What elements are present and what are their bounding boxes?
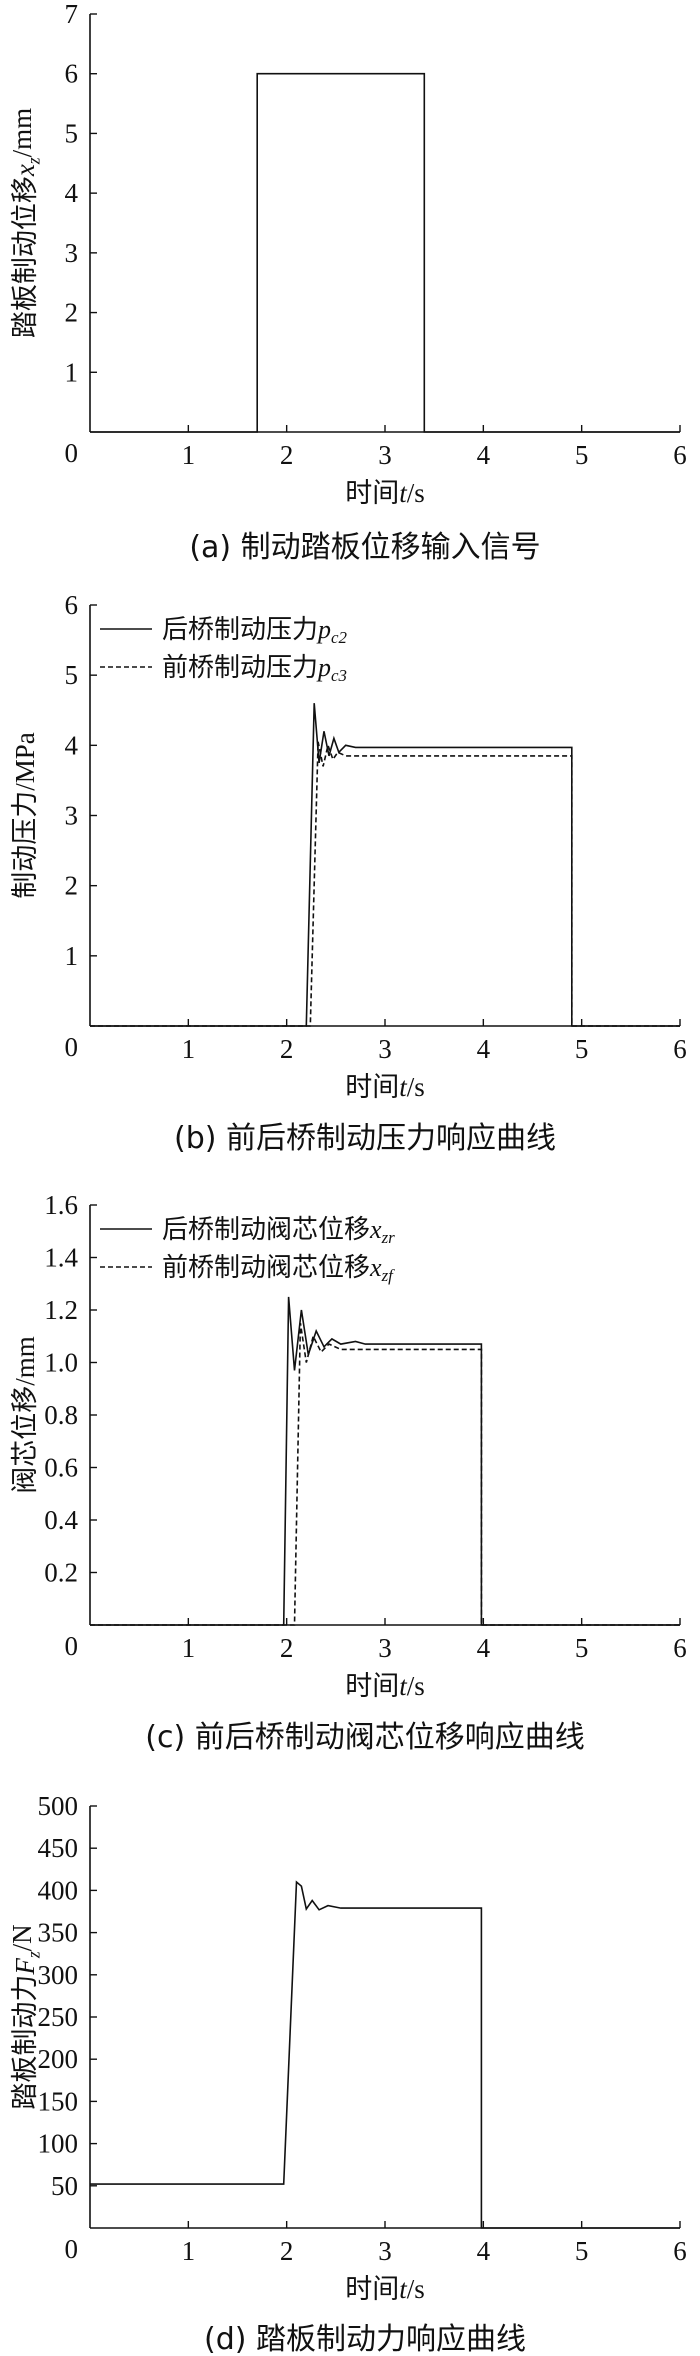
- x-tick-label: 4: [477, 440, 491, 470]
- y-tick-label: 3: [65, 801, 79, 831]
- x-tick-label: 2: [280, 1633, 294, 1663]
- origin-label: 0: [65, 2234, 79, 2264]
- x-tick-label: 2: [280, 440, 294, 470]
- x-tick-label: 6: [673, 440, 687, 470]
- x-tick-label: 3: [378, 440, 392, 470]
- y-tick-label: 250: [38, 2002, 79, 2032]
- y-axis-label: 踏板制动力Fz/N: [7, 1924, 43, 2109]
- y-tick-label: 200: [38, 2044, 79, 2074]
- panel-caption: (a) 制动踏板位移输入信号: [189, 530, 540, 565]
- series-line-1: [90, 1880, 680, 2229]
- x-tick-label: 6: [673, 1633, 687, 1663]
- x-tick-label: 1: [182, 440, 196, 470]
- y-tick-label: 7: [65, 0, 79, 29]
- y-tick-label: 500: [38, 1791, 79, 1821]
- y-tick-label: 450: [38, 1833, 79, 1863]
- x-tick-label: 5: [575, 440, 589, 470]
- y-tick-label: 0.8: [44, 1400, 78, 1430]
- y-tick-label: 1: [65, 357, 79, 387]
- x-tick-label: 1: [182, 1034, 196, 1064]
- y-axis-label: 踏板制动位移xz/mm: [7, 108, 43, 338]
- x-axis-label: 时间t/s: [345, 478, 425, 509]
- y-tick-label: 2: [65, 871, 79, 901]
- legend-label-1: 后桥制动压力pc2: [162, 615, 348, 647]
- legend-label-2: 前桥制动阀芯位移xzf: [162, 1253, 395, 1285]
- y-axis-label: 制动压力/MPa: [10, 732, 41, 899]
- y-tick-label: 100: [38, 2129, 79, 2159]
- x-tick-label: 1: [182, 2236, 196, 2266]
- x-tick-label: 2: [280, 2236, 294, 2266]
- x-tick-label: 6: [673, 1034, 687, 1064]
- y-tick-label: 1.4: [44, 1243, 78, 1273]
- series-line-2: [90, 1322, 680, 1626]
- y-tick-label: 50: [51, 2171, 78, 2201]
- chart-panel-a: 1 2 3 4 5 6 7 0 1 2 3 4 5 6 时间t/s 踏板制动位移xz/mm (a) 制动踏板位移…: [7, 0, 687, 565]
- y-tick-label: 1.0: [44, 1348, 78, 1378]
- chart-panel-d: 50 100 150 200 250 300 350 400 450 500 0 1 2 3 4 5 6 时间t/…: [7, 1791, 687, 2356]
- x-tick-label: 5: [575, 1633, 589, 1663]
- x-tick-label: 4: [477, 1633, 491, 1663]
- y-tick-label: 0.6: [44, 1453, 78, 1483]
- x-tick-label: 3: [378, 2236, 392, 2266]
- y-tick-label: 4: [65, 730, 79, 760]
- series-line-1: [90, 72, 680, 433]
- y-tick-label: 150: [38, 2086, 79, 2116]
- y-tick-label: 1.6: [44, 1190, 78, 1220]
- x-tick-label: 2: [280, 1034, 294, 1064]
- y-tick-label: 4: [65, 178, 79, 208]
- y-tick-label: 1.2: [44, 1295, 78, 1325]
- y-tick-label: 0.4: [44, 1505, 78, 1535]
- series-line-1: [90, 1296, 680, 1626]
- x-tick-label: 3: [378, 1034, 392, 1064]
- y-tick-label: 3: [65, 238, 79, 268]
- x-tick-label: 1: [182, 1633, 196, 1663]
- y-tick-label: 5: [65, 118, 79, 148]
- x-axis-label: 时间t/s: [345, 1072, 425, 1103]
- x-axis-label: 时间t/s: [345, 1671, 425, 1702]
- y-axis-label: 阀芯位移/mm: [10, 1336, 41, 1494]
- x-tick-label: 5: [575, 2236, 589, 2266]
- panel-caption: (b) 前后桥制动压力响应曲线: [174, 1121, 556, 1156]
- x-tick-label: 3: [378, 1633, 392, 1663]
- y-tick-label: 300: [38, 1960, 79, 1990]
- origin-label: 0: [65, 1032, 79, 1062]
- y-tick-label: 2: [65, 298, 79, 328]
- legend-label-2: 前桥制动压力pc3: [162, 653, 347, 685]
- y-tick-label: 6: [65, 590, 79, 620]
- origin-label: 0: [65, 438, 79, 468]
- y-tick-label: 400: [38, 1875, 79, 1905]
- panel-caption: (c) 前后桥制动阀芯位移响应曲线: [145, 1720, 584, 1755]
- y-tick-label: 5: [65, 660, 79, 690]
- y-tick-label: 1: [65, 941, 79, 971]
- x-tick-label: 4: [477, 2236, 491, 2266]
- y-tick-label: 350: [38, 1918, 79, 1948]
- y-tick-label: 0.2: [44, 1558, 78, 1588]
- legend-label-1: 后桥制动阀芯位移xzr: [162, 1215, 395, 1247]
- x-tick-label: 4: [477, 1034, 491, 1064]
- x-tick-label: 5: [575, 1034, 589, 1064]
- x-tick-label: 6: [673, 2236, 687, 2266]
- series-line-2: [90, 741, 680, 1027]
- chart-panel-c: 0.2 0.4 0.6 0.8 1.0 1.2 1.4 1.6 0 1 2 3 4 5 6 时间t/s 阀芯位移…: [10, 1190, 687, 1755]
- x-axis-label: 时间t/s: [345, 2274, 425, 2305]
- panel-caption: (d) 踏板制动力响应曲线: [204, 2322, 526, 2356]
- series-line-1: [90, 703, 680, 1027]
- origin-label: 0: [65, 1631, 79, 1661]
- y-tick-label: 6: [65, 59, 79, 89]
- chart-panel-b: 1 2 3 4 5 6 0 1 2 3 4 5 6 时间t/s 制动压力/MPa 后桥制动压力pc2 前桥制动压…: [10, 590, 687, 1156]
